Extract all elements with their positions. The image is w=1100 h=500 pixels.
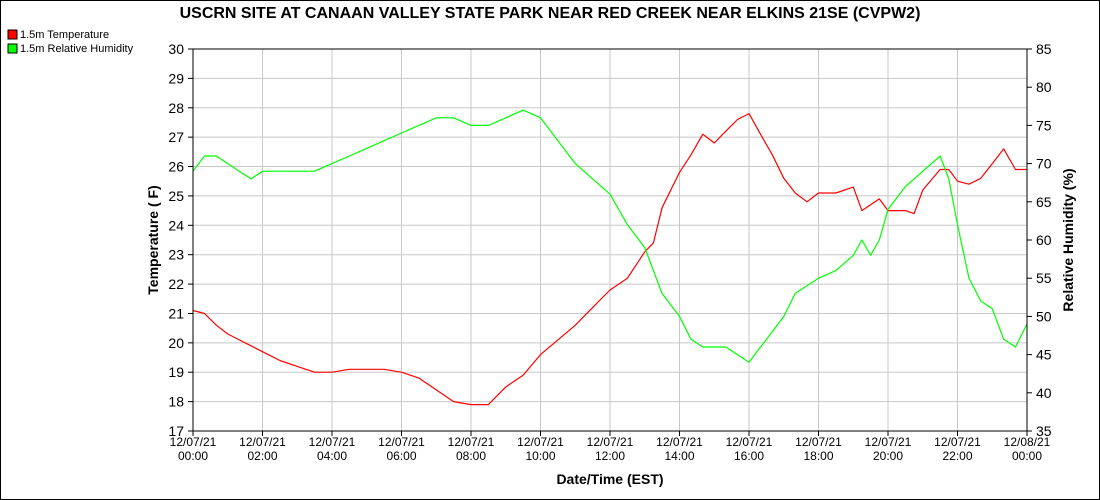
y-tick-label-left: 24 (168, 217, 184, 233)
x-tick-label-date: 12/07/21 (239, 435, 286, 449)
legend: 1.5m Temperature 1.5m Relative Humidity (7, 29, 134, 55)
x-tick-label-time: 12:00 (595, 449, 625, 463)
y-tick-label-left: 26 (168, 159, 184, 175)
x-tick-label-time: 00:00 (1012, 449, 1042, 463)
y-tick-label-right: 75 (1036, 117, 1052, 133)
x-tick-label-date: 12/07/21 (795, 435, 842, 449)
y-tick-label-left: 29 (168, 70, 184, 86)
x-tick-label-time: 02:00 (247, 449, 277, 463)
legend-swatch-temperature (7, 29, 18, 40)
x-tick-label-time: 04:00 (317, 449, 347, 463)
series-line-humidity (192, 109, 1028, 363)
x-axis-title: Date/Time (EST) (556, 471, 663, 487)
x-tick-label-time: 00:00 (178, 449, 208, 463)
y-tick-label-left: 21 (168, 305, 184, 321)
x-tick-label-time: 20:00 (873, 449, 903, 463)
x-tick-label-time: 18:00 (803, 449, 833, 463)
y-tick-label-right: 70 (1036, 156, 1052, 172)
series-layer (192, 109, 1028, 406)
y-tick-label-right: 50 (1036, 308, 1052, 324)
y-tick-label-left: 28 (168, 100, 184, 116)
x-tick-label-date: 12/07/21 (517, 435, 564, 449)
legend-label-temperature: 1.5m Temperature (20, 29, 109, 41)
x-tick-label-date: 12/07/21 (587, 435, 634, 449)
y-tick-label-right: 35 (1036, 423, 1052, 439)
grid-lines (192, 48, 1028, 432)
x-tick-label-date: 12/07/21 (448, 435, 495, 449)
y-tick-label-left: 17 (168, 423, 184, 439)
series-line-temperature (192, 112, 1027, 406)
x-tick-label-time: 14:00 (664, 449, 694, 463)
x-tick-label-time: 10:00 (525, 449, 555, 463)
x-tick-label-date: 12/07/21 (865, 435, 912, 449)
x-tick-label-date: 12/07/21 (726, 435, 773, 449)
y-tick-label-left: 30 (168, 41, 184, 57)
y-tick-label-left: 18 (168, 394, 184, 410)
y-tick-label-right: 85 (1036, 41, 1052, 57)
y-tick-label-left: 20 (168, 335, 184, 351)
x-tick-label-time: 16:00 (734, 449, 764, 463)
x-tick-label-time: 06:00 (386, 449, 416, 463)
legend-label-humidity: 1.5m Relative Humidity (20, 43, 134, 55)
y-tick-label-left: 27 (168, 129, 184, 145)
legend-swatch-humidity (7, 43, 18, 54)
y-tick-label-left: 23 (168, 247, 184, 263)
y-axis-left-title: Temperature ( F) (145, 185, 161, 294)
y-tick-label-left: 19 (168, 364, 184, 380)
y-tick-label-right: 60 (1036, 232, 1052, 248)
x-tick-label-time: 22:00 (942, 449, 972, 463)
y-tick-label-left: 25 (168, 188, 184, 204)
x-tick-label-date: 12/07/21 (170, 435, 217, 449)
y-axis-left-ticks: 17 18 19 20 21 22 23 24 25 26 27 28 29 30 (168, 41, 193, 439)
y-axis-right-title: Relative Humidity (%) (1060, 168, 1076, 311)
x-tick-label-date: 12/07/21 (378, 435, 425, 449)
y-tick-label-right: 80 (1036, 79, 1052, 95)
x-tick-label-date: 12/07/21 (934, 435, 981, 449)
x-axis-ticks: 12/07/2100:0012/07/2102:0012/07/2104:001… (170, 431, 1051, 463)
x-tick-label-time: 08:00 (456, 449, 486, 463)
chart-title: USCRN SITE AT CANAAN VALLEY STATE PARK N… (180, 5, 921, 22)
y-tick-label-right: 45 (1036, 347, 1052, 363)
y-tick-label-right: 55 (1036, 270, 1052, 286)
y-axis-right-ticks: 35 40 45 50 55 60 65 70 75 80 85 (1027, 41, 1052, 439)
y-tick-label-right: 40 (1036, 385, 1052, 401)
y-tick-label-left: 22 (168, 276, 184, 292)
x-tick-label-date: 12/07/21 (656, 435, 703, 449)
x-tick-label-date: 12/07/21 (309, 435, 356, 449)
x-tick-label-date: 12/08/21 (1004, 435, 1051, 449)
y-tick-label-right: 65 (1036, 194, 1052, 210)
